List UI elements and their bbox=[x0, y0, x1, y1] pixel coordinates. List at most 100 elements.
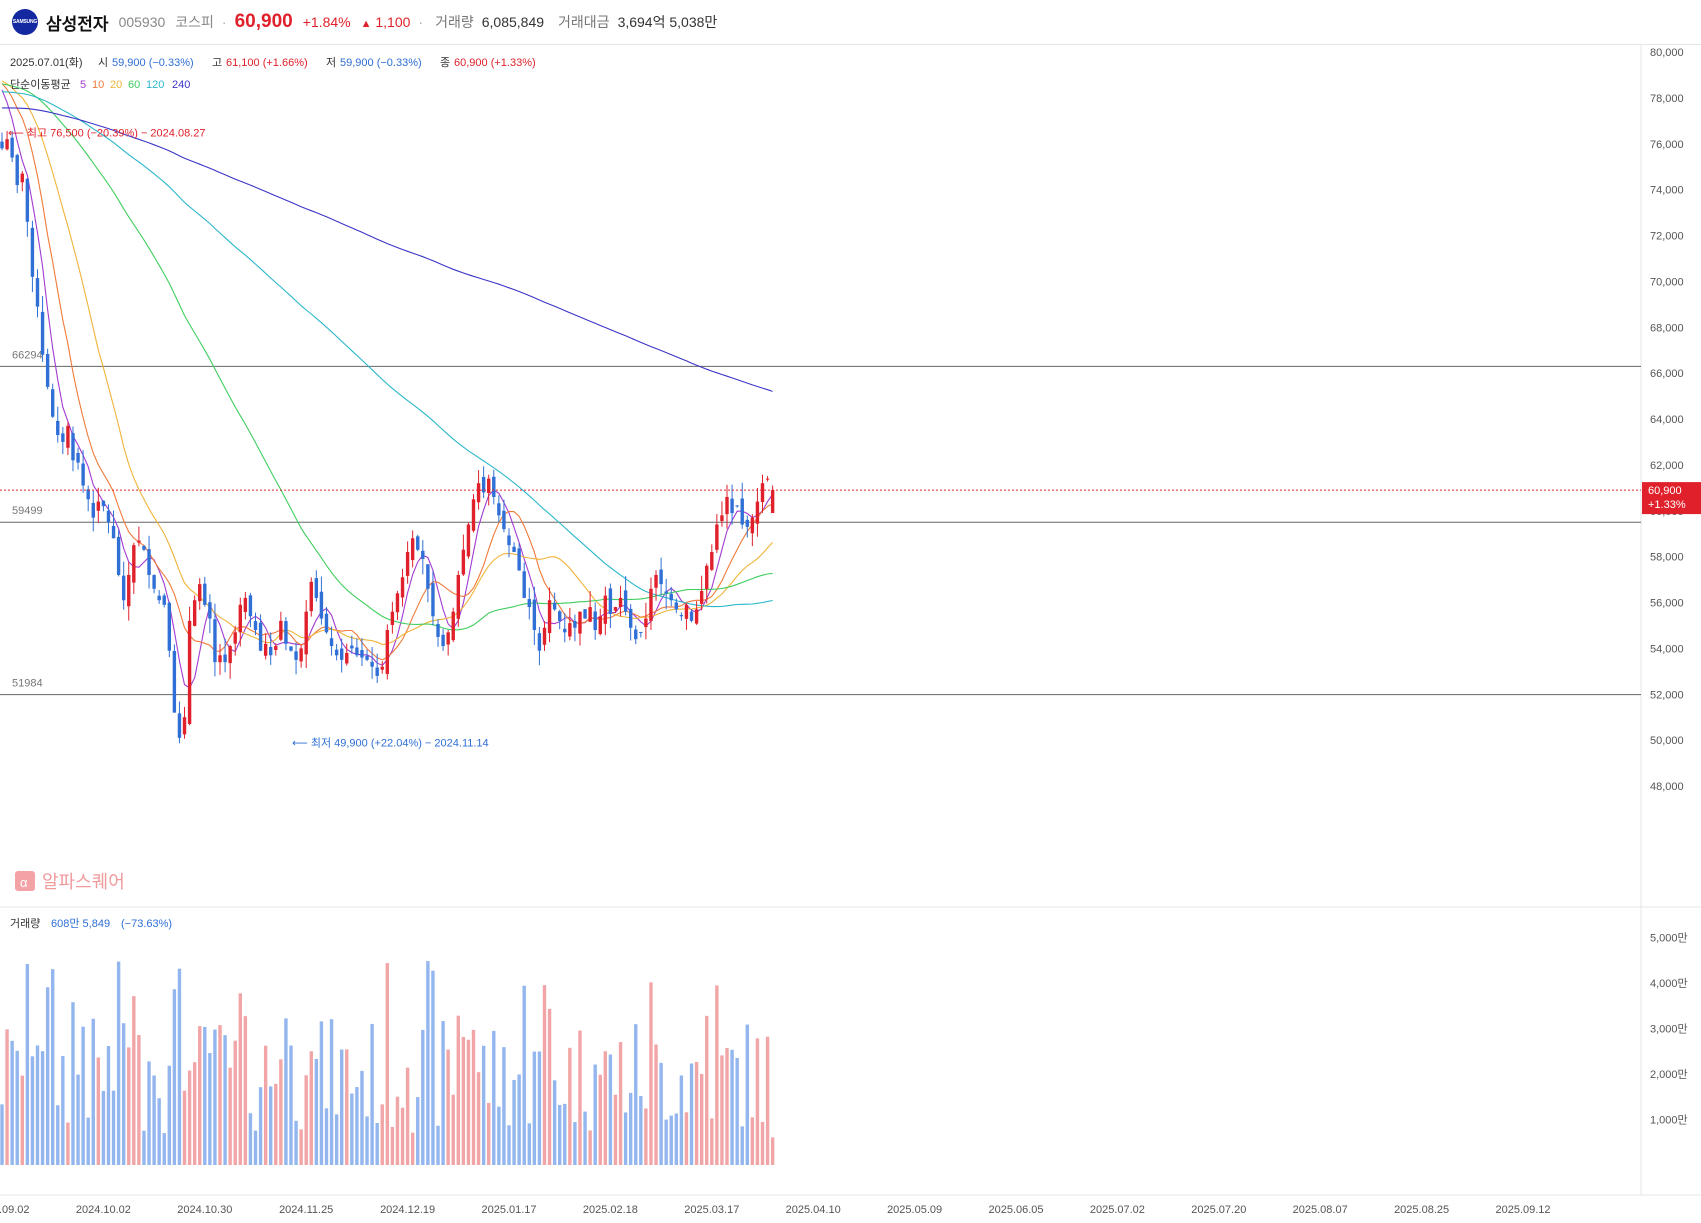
candle-body[interactable] bbox=[684, 604, 689, 619]
candle-body[interactable] bbox=[198, 584, 202, 602]
candle-body[interactable] bbox=[461, 549, 466, 575]
candle-body[interactable] bbox=[51, 389, 55, 417]
candle-body[interactable] bbox=[248, 595, 253, 617]
candle-body[interactable] bbox=[279, 620, 283, 640]
candle-body[interactable] bbox=[583, 609, 587, 619]
candle-body[interactable] bbox=[299, 648, 303, 662]
candle-body[interactable] bbox=[705, 565, 709, 589]
candle-body[interactable] bbox=[116, 536, 121, 575]
candle-body[interactable] bbox=[431, 583, 435, 617]
candle-body[interactable] bbox=[507, 535, 511, 546]
candle-body[interactable] bbox=[476, 483, 481, 503]
candle-body[interactable] bbox=[269, 646, 273, 656]
candle-body[interactable] bbox=[517, 548, 521, 571]
candle-body[interactable] bbox=[192, 600, 197, 626]
candle-body[interactable] bbox=[512, 546, 516, 553]
candle-body[interactable] bbox=[172, 651, 177, 713]
candle-body[interactable] bbox=[167, 602, 172, 651]
candle-body[interactable] bbox=[699, 591, 704, 604]
candle-body[interactable] bbox=[121, 575, 126, 601]
candle-body[interactable] bbox=[593, 611, 597, 631]
candle-body[interactable] bbox=[61, 433, 65, 442]
candle-body[interactable] bbox=[492, 476, 496, 497]
candle-body[interactable] bbox=[228, 646, 232, 664]
candle-body[interactable] bbox=[390, 611, 395, 625]
candle-body[interactable] bbox=[639, 631, 643, 633]
candle-body[interactable] bbox=[649, 588, 653, 622]
candle-body[interactable] bbox=[30, 227, 35, 277]
candle-body[interactable] bbox=[314, 578, 319, 598]
candle-body[interactable] bbox=[573, 620, 577, 628]
candle-body[interactable] bbox=[294, 651, 298, 660]
candle-body[interactable] bbox=[664, 591, 668, 594]
candle-body[interactable] bbox=[345, 652, 349, 664]
candle-body[interactable] bbox=[350, 645, 354, 649]
candle-body[interactable] bbox=[258, 622, 263, 651]
candle-body[interactable] bbox=[208, 602, 212, 619]
candle-body[interactable] bbox=[375, 667, 379, 676]
candle-body[interactable] bbox=[182, 717, 187, 735]
candle-body[interactable] bbox=[487, 478, 491, 493]
candle-body[interactable] bbox=[233, 632, 237, 644]
candle-body[interactable] bbox=[755, 501, 760, 524]
candle-body[interactable] bbox=[15, 154, 19, 186]
candle-body[interactable] bbox=[20, 173, 24, 183]
candle-body[interactable] bbox=[456, 574, 460, 619]
candle-body[interactable] bbox=[243, 597, 248, 612]
candle-body[interactable] bbox=[760, 483, 765, 503]
candle-body[interactable] bbox=[127, 574, 131, 607]
candle-body[interactable] bbox=[152, 575, 156, 589]
candle-body[interactable] bbox=[502, 510, 506, 530]
candle-body[interactable] bbox=[253, 621, 258, 631]
candle-body[interactable] bbox=[497, 503, 501, 516]
candle-body[interactable] bbox=[588, 607, 592, 622]
candle-body[interactable] bbox=[679, 615, 684, 617]
candle-body[interactable] bbox=[765, 478, 770, 480]
candle-body[interactable] bbox=[35, 278, 40, 307]
candle-body[interactable] bbox=[385, 630, 390, 674]
candle-body[interactable] bbox=[218, 655, 222, 663]
candle-body[interactable] bbox=[725, 496, 729, 515]
candle-body[interactable] bbox=[203, 583, 207, 605]
candle-body[interactable] bbox=[45, 354, 50, 387]
candle-body[interactable] bbox=[370, 661, 374, 667]
candle-body[interactable] bbox=[147, 549, 151, 575]
candle-body[interactable] bbox=[694, 609, 699, 624]
candle-body[interactable] bbox=[669, 593, 673, 601]
candle-body[interactable] bbox=[558, 611, 562, 621]
candle-body[interactable] bbox=[527, 599, 531, 608]
candle-body[interactable] bbox=[689, 611, 694, 621]
candle-body[interactable] bbox=[618, 597, 623, 608]
candle-body[interactable] bbox=[25, 178, 30, 222]
candle-body[interactable] bbox=[405, 552, 410, 576]
candle-body[interactable] bbox=[481, 476, 486, 493]
candle-body[interactable] bbox=[380, 666, 384, 670]
candle-body[interactable] bbox=[142, 545, 146, 550]
ma-legend[interactable]: 단순이동평균 5 10 20 60 120 240 bbox=[10, 78, 190, 91]
candle-body[interactable] bbox=[613, 607, 618, 611]
candle-body[interactable] bbox=[111, 525, 116, 539]
candle-body[interactable] bbox=[91, 502, 95, 518]
candle-body[interactable] bbox=[187, 620, 192, 724]
candle-body[interactable] bbox=[324, 613, 329, 633]
candle-body[interactable] bbox=[101, 500, 106, 507]
candle-body[interactable] bbox=[466, 524, 471, 557]
candle-body[interactable] bbox=[446, 632, 450, 645]
candle-body[interactable] bbox=[537, 633, 542, 651]
candle-body[interactable] bbox=[674, 602, 679, 610]
candle-body[interactable] bbox=[274, 646, 278, 650]
candle-body[interactable] bbox=[634, 629, 638, 640]
candle-body[interactable] bbox=[360, 650, 364, 658]
candle-body[interactable] bbox=[162, 595, 166, 605]
candle-body[interactable] bbox=[735, 505, 739, 507]
candle-body[interactable] bbox=[542, 627, 547, 645]
candle-body[interactable] bbox=[355, 647, 359, 656]
candle-body[interactable] bbox=[309, 581, 313, 612]
candle-body[interactable] bbox=[304, 611, 308, 655]
candle-body[interactable] bbox=[603, 595, 608, 624]
candle-body[interactable] bbox=[568, 623, 572, 637]
candle-body[interactable] bbox=[659, 569, 663, 585]
stock-name[interactable]: 삼성전자 bbox=[46, 14, 109, 34]
candle-body[interactable] bbox=[177, 713, 182, 738]
candle-body[interactable] bbox=[547, 600, 552, 634]
